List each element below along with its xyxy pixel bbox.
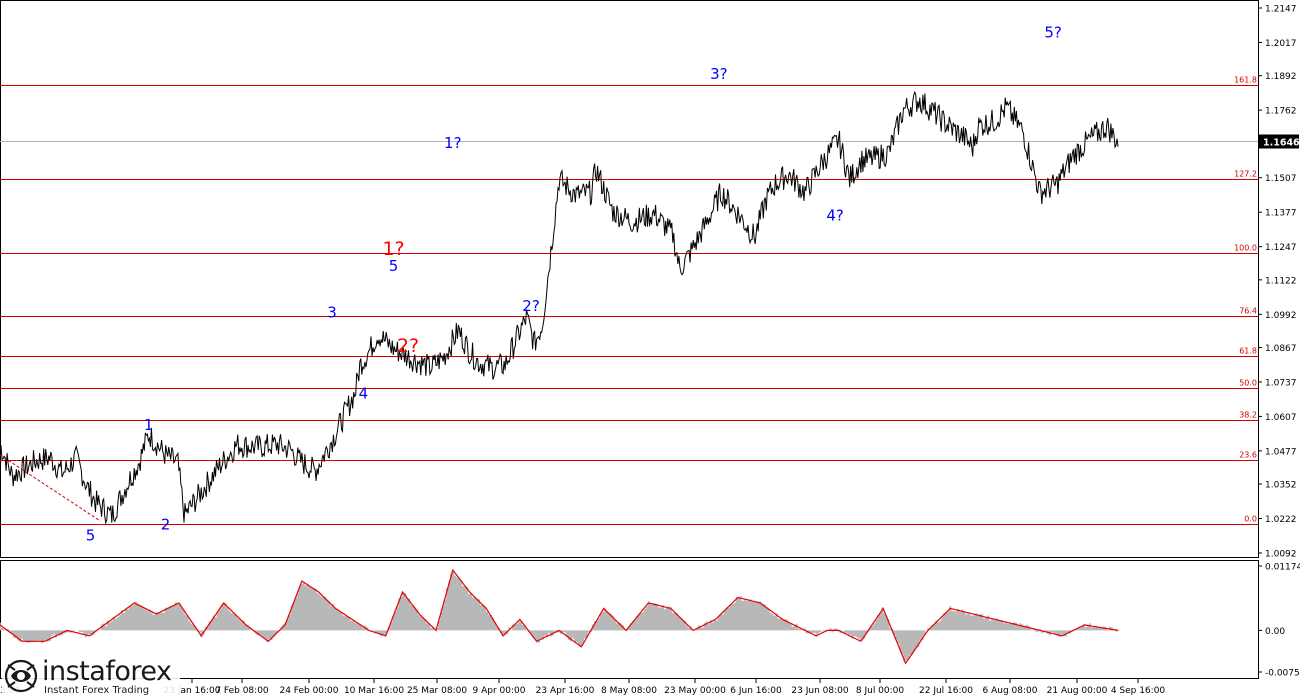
y-tick-label: 1.2147 <box>1265 5 1297 15</box>
x-tick-label: 10 Mar 16:00 <box>344 686 404 696</box>
y-tick-label: 1.0092 <box>1265 550 1297 560</box>
y-tick-label: 1.0607 <box>1265 413 1297 423</box>
y-tick-label: 1.1892 <box>1265 72 1297 82</box>
fib-level-label: 61.8 <box>1239 347 1257 356</box>
x-tick-label: 24 Feb 00:00 <box>279 686 338 696</box>
x-tick-label: 25 Mar 08:00 <box>407 686 467 696</box>
fib-level-label: 0.0 <box>1244 515 1257 524</box>
fib-level-label: 161.8 <box>1234 76 1257 85</box>
trend-line <box>0 454 101 522</box>
wave-label: 4? <box>826 207 844 225</box>
oscillator-histogram <box>0 570 1119 663</box>
instaforex-logo-icon <box>4 659 38 693</box>
osc-tick-label: 0.00 <box>1265 627 1285 637</box>
current-price-tag: 1.1646 <box>1259 134 1300 149</box>
y-tick-label: 1.1507 <box>1265 174 1297 184</box>
y-tick-label: 1.0737 <box>1265 378 1297 388</box>
x-tick-label: 23 Jan 16:00 <box>164 686 221 696</box>
x-tick-label: 8 May 08:00 <box>601 686 657 696</box>
y-tick-label: 1.0992 <box>1265 311 1297 321</box>
wave-label: 5? <box>1044 24 1062 42</box>
logo-tagline: Instant Forex Trading <box>44 685 150 696</box>
fib-level-label: 127.2 <box>1234 170 1257 179</box>
fib-level-label: 38.2 <box>1239 411 1257 420</box>
wave-label: 2? <box>397 335 419 357</box>
wave-label: 2? <box>522 297 540 315</box>
x-tick-label: 23 Apr 16:00 <box>536 686 595 696</box>
x-tick-label: 8 Jul 00:00 <box>856 686 905 696</box>
x-tick-label: 4 Sep 16:00 <box>1111 686 1166 696</box>
wave-label: 4 <box>359 384 369 402</box>
osc-tick-label: 0.01174 <box>1265 563 1300 573</box>
price-panel-frame <box>0 0 1259 558</box>
y-tick-label: 1.0352 <box>1265 481 1297 491</box>
x-tick-label: 21 Aug 00:00 <box>1047 686 1108 696</box>
osc-tick-label: -0.00759 <box>1265 669 1300 679</box>
x-tick-label: 6 Aug 08:00 <box>983 686 1038 696</box>
y-tick-label: 1.1377 <box>1265 209 1297 219</box>
current-price-tag-label: 1.1646 <box>1263 138 1300 149</box>
x-tick-label: 22 Jul 16:00 <box>919 686 973 696</box>
x-tick-label: 23 Jun 08:00 <box>791 686 848 696</box>
price-y-axis: 1.21471.20171.18921.17621.16371.15071.13… <box>1258 5 1297 560</box>
instaforex-logo: instaforex Instant Forex Trading <box>2 654 180 698</box>
y-tick-label: 1.1762 <box>1265 107 1297 117</box>
x-tick-label: 9 Apr 00:00 <box>473 686 526 696</box>
wave-label: 5 <box>389 257 399 275</box>
wave-label: 3? <box>710 65 728 83</box>
logo-name: instaforex <box>42 656 172 687</box>
x-tick-label: 7 Feb 08:00 <box>215 686 269 696</box>
wave-label: 5 <box>86 526 96 544</box>
current-price-tag-box <box>1259 134 1299 149</box>
wave-label: 3 <box>327 303 337 321</box>
fib-level-label: 100.0 <box>1234 244 1257 253</box>
y-tick-label: 1.0477 <box>1265 447 1297 457</box>
y-tick-label: 1.2017 <box>1265 39 1297 49</box>
wave-label: 2 <box>161 516 171 534</box>
y-tick-label: 1.1122 <box>1265 276 1297 286</box>
wave-label: 1? <box>382 238 404 260</box>
wave-label: 1 <box>144 416 154 434</box>
y-tick-label: 1.1247 <box>1265 243 1297 253</box>
fib-levels: 161.8 127.2 100.0 76.4 61.8 50.0 38.2 23.6 0.0 <box>0 76 1258 525</box>
fib-level-label: 50.0 <box>1239 379 1257 388</box>
fib-level-label: 76.4 <box>1239 307 1257 316</box>
x-tick-label: 6 Jun 16:00 <box>730 686 782 696</box>
x-tick-label: 23 May 00:00 <box>664 686 726 696</box>
fib-level-label: 23.6 <box>1239 451 1257 460</box>
y-tick-label: 1.0867 <box>1265 344 1297 354</box>
wave-label: 1? <box>444 134 462 152</box>
y-tick-label: 1.0222 <box>1265 515 1297 525</box>
oscillator-panel-frame <box>0 560 1259 679</box>
oscillator-y-axis: 0.01174 0.00 -0.00759 <box>1258 563 1300 679</box>
price-series-line <box>0 90 1119 525</box>
oscillator-signal-line <box>0 568 1119 665</box>
